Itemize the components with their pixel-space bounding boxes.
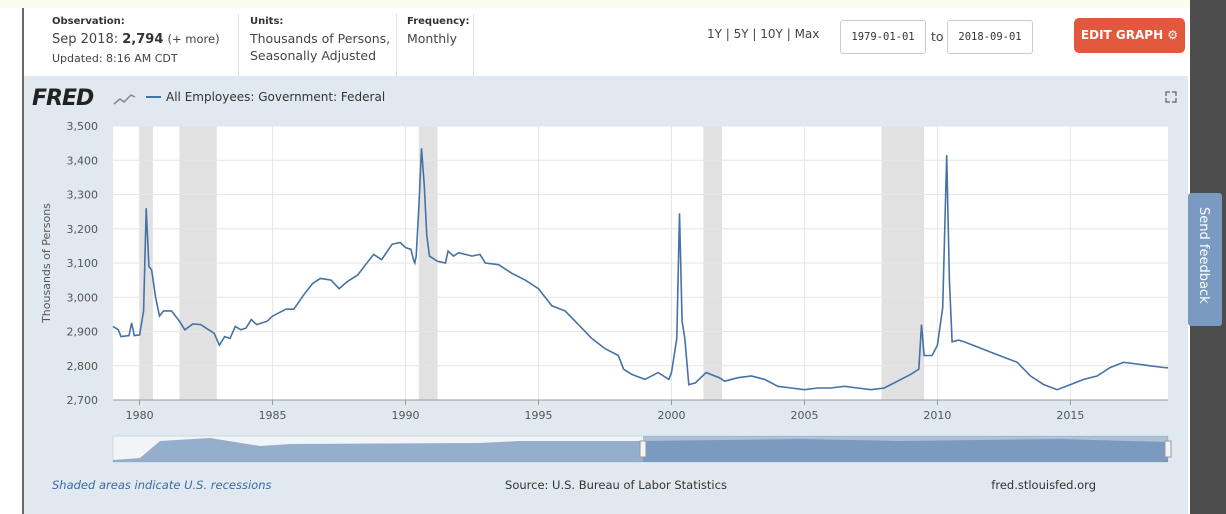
- x-tick-label: 1985: [259, 409, 287, 422]
- top-strip: [0, 0, 1226, 8]
- navigator-selection[interactable]: [643, 436, 1168, 462]
- observation-label: Observation:: [52, 16, 125, 27]
- navigator-handle[interactable]: [1164, 440, 1172, 458]
- x-tick-label: 2015: [1056, 409, 1084, 422]
- units: Seasonally Adjusted: [250, 48, 377, 63]
- logo-icon: [113, 94, 136, 105]
- units-label: Units:: [250, 16, 284, 27]
- y-tick-label: 3,400: [67, 154, 99, 167]
- edit-graph-button[interactable]: EDIT GRAPH ⚙: [1074, 18, 1185, 53]
- site: fred.stlouisfed.org: [991, 478, 1096, 492]
- more-link[interactable]: (+ more): [167, 32, 220, 46]
- y-tick-label: 3,500: [67, 120, 99, 133]
- logo: FRED: [32, 86, 94, 111]
- x-tick-label: 1980: [126, 409, 154, 422]
- observation-date: Sep 2018:: [52, 32, 119, 47]
- x-tick-label: 1990: [392, 409, 420, 422]
- recession-note: Shaded areas indicate U.S. recessions: [52, 478, 271, 492]
- x-tick-label: 2005: [790, 409, 818, 422]
- separator: |: [721, 27, 734, 41]
- y-tick-label: 2,700: [67, 394, 99, 407]
- observation: Sep 2018: 2,794 (+ more): [52, 32, 220, 47]
- y-tick-label: 2,800: [67, 360, 99, 373]
- feedback-tab[interactable]: Send feedback: [1188, 193, 1222, 326]
- x-tick-label: 2010: [923, 409, 951, 422]
- feedback-label: Send feedback: [1196, 207, 1211, 304]
- x-tick-label: 2000: [657, 409, 685, 422]
- range-button[interactable]: 1Y: [707, 27, 722, 41]
- units: Thousands of Persons,: [250, 31, 391, 46]
- fullscreen-icon[interactable]: [1165, 91, 1177, 103]
- separator: |: [782, 27, 795, 41]
- frequency: Monthly: [407, 31, 458, 46]
- divider: [473, 14, 474, 76]
- y-tick-label: 3,100: [67, 257, 99, 270]
- range-buttons: 1Y | 5Y | 10Y | Max: [707, 27, 819, 41]
- chart: FRED All Employees: Government: Federal …: [24, 76, 1188, 514]
- y-tick-label: 3,300: [67, 189, 99, 202]
- end-date[interactable]: 2018-09-01: [947, 20, 1033, 54]
- y-axis-label: Thousands of Persons: [40, 203, 53, 324]
- y-tick-label: 2,900: [67, 326, 99, 339]
- range-button[interactable]: 10Y: [760, 27, 783, 41]
- divider: [238, 14, 239, 76]
- x-tick-label: 1995: [525, 409, 553, 422]
- separator: |: [748, 27, 761, 41]
- y-tick-label: 3,000: [67, 291, 99, 304]
- start-date[interactable]: 1979-01-01: [840, 20, 926, 54]
- y-tick-label: 3,200: [67, 223, 99, 236]
- range-button[interactable]: Max: [794, 27, 820, 41]
- divider: [396, 14, 397, 76]
- legend-label: All Employees: Government: Federal: [166, 90, 385, 104]
- to: to: [931, 29, 944, 44]
- button-label: EDIT GRAPH: [1080, 28, 1164, 42]
- series-line: [112, 148, 1169, 391]
- frequency-label: Frequency:: [407, 16, 470, 27]
- observation-value: 2,794: [122, 32, 164, 47]
- source: Source: U.S. Bureau of Labor Statistics: [505, 478, 727, 492]
- updated: Updated: 8:16 AM CDT: [52, 52, 178, 65]
- navigator-handle[interactable]: [639, 440, 647, 458]
- frame-edge: [22, 8, 24, 514]
- range-button[interactable]: 5Y: [733, 27, 749, 41]
